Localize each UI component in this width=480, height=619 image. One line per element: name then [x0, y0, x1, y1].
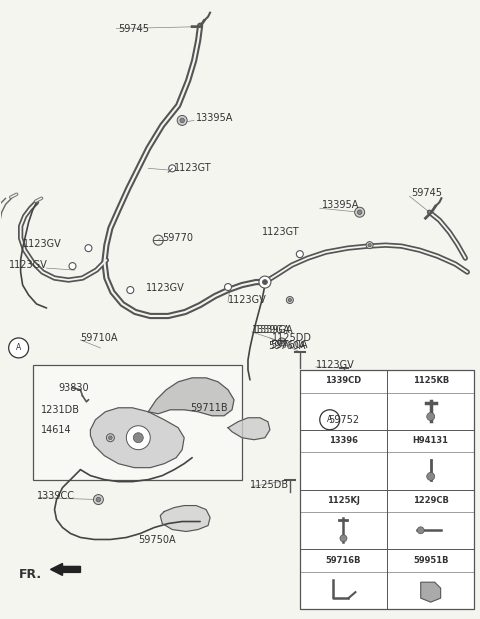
Circle shape [259, 276, 271, 288]
Bar [33, 365, 242, 480]
Text: 59716B: 59716B [326, 556, 361, 565]
Text: 1229CB: 1229CB [413, 496, 449, 505]
Circle shape [133, 433, 144, 443]
Circle shape [126, 426, 150, 449]
Text: 59770: 59770 [162, 233, 193, 243]
Text: 59951B: 59951B [413, 556, 448, 565]
Circle shape [108, 436, 112, 439]
Text: 1123GV: 1123GV [146, 283, 185, 293]
Text: 59711B: 59711B [190, 403, 228, 413]
Circle shape [358, 210, 362, 214]
Circle shape [288, 298, 291, 301]
Polygon shape [148, 378, 234, 416]
Text: 13396: 13396 [329, 436, 358, 445]
Text: 1125KJ: 1125KJ [327, 496, 360, 505]
Circle shape [368, 243, 371, 247]
Circle shape [180, 118, 184, 123]
Circle shape [336, 464, 350, 477]
Text: 59710A: 59710A [81, 333, 118, 343]
Text: 1123GV: 1123GV [9, 260, 48, 270]
Text: 93830: 93830 [59, 383, 89, 393]
Circle shape [177, 115, 187, 126]
Circle shape [340, 407, 347, 413]
Circle shape [296, 251, 303, 258]
Text: 1339GA: 1339GA [252, 325, 290, 335]
Circle shape [107, 434, 114, 442]
Circle shape [96, 497, 101, 502]
Circle shape [340, 467, 347, 474]
Circle shape [287, 297, 293, 303]
Polygon shape [421, 582, 441, 602]
Circle shape [427, 472, 435, 480]
Text: FR.: FR. [19, 568, 42, 581]
Text: 1123GT: 1123GT [174, 163, 212, 173]
Circle shape [320, 410, 340, 430]
Polygon shape [160, 506, 210, 532]
Polygon shape [306, 408, 338, 436]
Circle shape [263, 280, 267, 285]
Circle shape [168, 165, 176, 172]
Circle shape [85, 245, 92, 252]
Bar [300, 370, 474, 609]
Text: 14614: 14614 [41, 425, 71, 435]
Circle shape [355, 207, 365, 217]
Text: 1125DD: 1125DD [272, 333, 312, 343]
Text: 1123GV: 1123GV [316, 360, 355, 370]
Polygon shape [50, 563, 81, 576]
Text: 59760A: 59760A [268, 341, 305, 351]
Circle shape [427, 413, 435, 420]
Circle shape [340, 535, 347, 542]
Text: 59745: 59745 [119, 24, 149, 33]
Text: 59760A: 59760A [270, 340, 307, 350]
Text: 13395A: 13395A [196, 113, 233, 123]
Text: 1339CC: 1339CC [36, 491, 74, 501]
Text: 1231DB: 1231DB [41, 405, 80, 415]
Text: 1123GT: 1123GT [262, 227, 300, 237]
Text: H94131: H94131 [413, 436, 449, 445]
Circle shape [417, 527, 424, 534]
Circle shape [225, 284, 231, 290]
Text: 1339GA: 1339GA [255, 325, 294, 335]
Text: 59752: 59752 [328, 415, 359, 425]
Circle shape [127, 287, 134, 293]
Circle shape [9, 338, 29, 358]
Circle shape [94, 495, 103, 504]
Text: 1125DB: 1125DB [250, 480, 289, 490]
Polygon shape [90, 408, 184, 467]
Circle shape [336, 404, 350, 418]
Text: 1339CD: 1339CD [325, 376, 361, 385]
Text: 59745: 59745 [411, 188, 443, 198]
Text: A: A [327, 415, 332, 424]
Polygon shape [228, 418, 270, 439]
Text: 1123GV: 1123GV [228, 295, 267, 305]
Circle shape [280, 340, 284, 344]
Text: 1125KB: 1125KB [413, 376, 449, 385]
Circle shape [69, 262, 76, 270]
Text: A: A [16, 344, 21, 352]
Text: 13395A: 13395A [322, 200, 359, 210]
Circle shape [278, 338, 286, 346]
Text: 1123GV: 1123GV [23, 239, 61, 249]
Text: 59750A: 59750A [138, 535, 176, 545]
Circle shape [366, 241, 373, 249]
